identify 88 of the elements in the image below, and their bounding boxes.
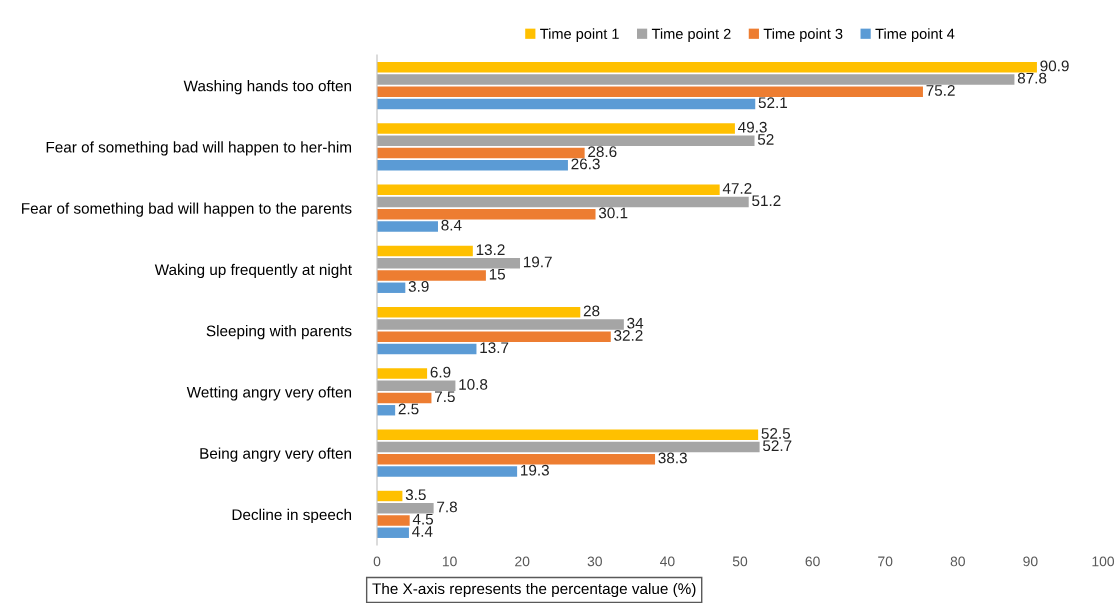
bar (377, 86, 923, 97)
data-label: 4.4 (412, 526, 433, 537)
bar (377, 466, 518, 477)
data-label: 3.9 (408, 281, 429, 292)
bar (377, 184, 720, 195)
data-label: 52 (757, 134, 774, 145)
data-label: 7.8 (437, 501, 457, 513)
data-label: 26.3 (571, 158, 600, 170)
x-tick-label: 90 (1023, 556, 1038, 567)
data-label: 52.1 (758, 97, 788, 109)
data-label: 19.7 (523, 256, 552, 268)
data-label: 4.5 (412, 513, 434, 525)
x-tick-label: 100 (1092, 556, 1115, 567)
bar (377, 209, 596, 220)
data-label: 38.3 (658, 452, 687, 464)
bar (377, 74, 1015, 85)
x-tick-label: 10 (442, 556, 457, 567)
data-label: 8.4 (441, 219, 462, 231)
bar (377, 135, 755, 146)
legend-label: Time point 1 (540, 28, 619, 42)
data-label: 32.2 (614, 330, 643, 341)
bar (377, 429, 759, 440)
bar (377, 98, 756, 110)
data-label: 3.5 (405, 489, 426, 501)
bar (377, 160, 568, 171)
y-tick-label: Fear of something bad will happen to the parents (22, 202, 352, 217)
data-label: 10.8 (459, 379, 488, 390)
data-label: 28 (583, 305, 600, 317)
bar (377, 270, 486, 281)
x-tick-label: 40 (660, 556, 675, 567)
data-label: 51.2 (752, 195, 781, 207)
y-tick-label: Being angry very often (200, 447, 352, 462)
bar (377, 515, 410, 526)
data-label: 87.8 (1017, 72, 1047, 84)
y-tick-label: Sleeping with parents (206, 325, 352, 340)
x-tick-label: 70 (878, 556, 893, 567)
bar (377, 368, 428, 379)
bar (377, 307, 581, 318)
bar (377, 245, 473, 257)
data-label: 90.9 (1040, 60, 1069, 72)
bar (377, 123, 735, 134)
y-tick-label: Fear of something bad will happen to her-him (46, 141, 352, 156)
data-label: 47.2 (722, 183, 752, 194)
bar (377, 405, 396, 416)
data-label: 7.5 (435, 391, 455, 403)
data-label: 52.5 (761, 428, 791, 439)
legend-label: Time point 4 (875, 28, 955, 42)
bar (377, 196, 749, 208)
y-tick-label: Washing hands too often (183, 80, 352, 95)
data-label: 13.2 (476, 244, 505, 256)
bar (377, 258, 521, 269)
data-label: 49.3 (738, 121, 767, 133)
data-label: 15 (489, 268, 506, 280)
bar (377, 392, 432, 404)
data-label: 13.7 (480, 342, 509, 354)
data-label: 28.6 (588, 146, 617, 158)
data-label: 30.1 (598, 207, 628, 219)
bar (377, 380, 456, 391)
text: The X-axis represents the percentage value (%) (372, 582, 696, 598)
bar (377, 343, 477, 355)
bar (377, 441, 760, 453)
data-label: 6.9 (430, 366, 451, 378)
data-label: 2.5 (398, 403, 419, 415)
y-tick-label: Waking up frequently at night (154, 263, 352, 279)
x-tick-label: 50 (732, 556, 748, 567)
x-tick-label: 20 (515, 556, 530, 567)
data-label: 34 (627, 317, 644, 329)
x-tick-label: 60 (805, 556, 820, 567)
bar (377, 454, 656, 465)
data-label: 19.3 (521, 464, 549, 476)
bar (377, 221, 438, 232)
bar (377, 490, 403, 502)
y-tick-label: Decline in speech (232, 508, 352, 524)
bar (377, 147, 585, 159)
bar (377, 527, 409, 538)
data-label: 75.2 (926, 85, 955, 96)
legend-label: Time point 3 (763, 28, 843, 42)
bar (377, 319, 624, 330)
legend-label: Time point 2 (651, 28, 731, 42)
bar (377, 331, 611, 342)
x-tick-label: 30 (587, 556, 602, 567)
y-tick-label: Wetting angry very often (186, 386, 352, 401)
bar (377, 62, 1037, 73)
bar (377, 503, 434, 514)
x-tick-label: 0 (373, 556, 381, 567)
x-tick-label: 80 (950, 556, 965, 567)
bar (377, 282, 406, 293)
data-label: 52.7 (762, 440, 792, 452)
